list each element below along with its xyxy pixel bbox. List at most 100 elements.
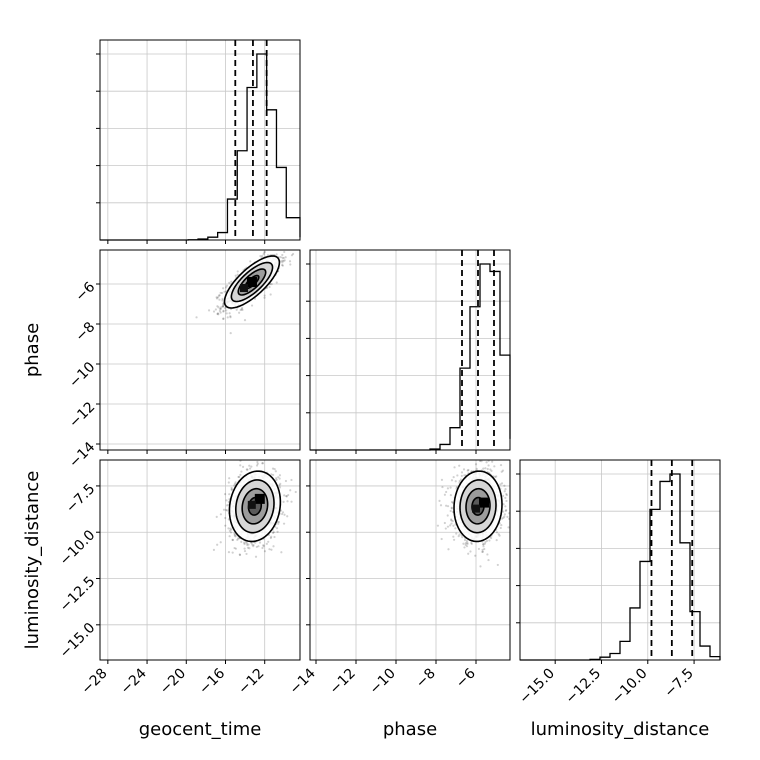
scatter-point — [241, 465, 245, 468]
scatter-point — [450, 507, 453, 510]
scatter-point — [218, 294, 221, 297]
contour-line — [234, 479, 275, 534]
scatter-point — [452, 476, 455, 479]
scatter-point — [470, 542, 473, 545]
scatter-point — [452, 538, 456, 541]
scatter-point — [227, 527, 230, 530]
x-tick-label-phase: −6 — [453, 665, 479, 691]
scatter-point — [225, 284, 229, 287]
scatter-point — [462, 542, 465, 545]
scatter-point — [261, 462, 265, 465]
scatter-point — [451, 501, 454, 504]
scatter-point — [281, 259, 284, 262]
scatter-point — [212, 548, 216, 552]
density-peak — [472, 504, 480, 513]
scatter-point — [219, 541, 222, 544]
scatter-point — [219, 291, 222, 295]
scatter-point — [460, 474, 463, 477]
scatter-point — [236, 270, 239, 273]
scatter-point — [439, 504, 443, 507]
panel-frame — [99, 39, 301, 241]
scatter-point — [446, 525, 450, 528]
scatter-point — [270, 548, 273, 551]
scatter-point — [220, 291, 224, 295]
scatter-point — [277, 476, 280, 479]
scatter-point — [502, 503, 505, 506]
scatter-point — [229, 316, 232, 319]
scatter-point — [441, 485, 444, 489]
scatter-point — [500, 482, 504, 485]
scatter-point — [282, 259, 285, 263]
scatter-point — [229, 332, 232, 335]
scatter-point — [252, 543, 255, 547]
density-peak — [246, 277, 257, 287]
scatter-point — [470, 541, 473, 544]
scatter-point — [464, 542, 467, 545]
scatter-point — [446, 505, 450, 508]
scatter-point — [246, 468, 249, 471]
scatter-point — [275, 281, 278, 284]
scatter-point — [449, 524, 452, 527]
scatter-point — [228, 312, 231, 315]
scatter-point — [279, 255, 282, 259]
scatter-point — [227, 551, 231, 554]
scatter-point — [268, 285, 271, 289]
scatter-point — [221, 305, 224, 308]
scatter-point — [504, 509, 507, 513]
scatter-point — [216, 543, 219, 546]
scatter-point — [500, 524, 503, 527]
scatter-point — [505, 499, 508, 503]
scatter-point — [280, 551, 283, 554]
scatter-point — [275, 478, 278, 481]
x-tick-label-phase: −12 — [327, 666, 359, 698]
scatter-point — [218, 298, 221, 301]
scatter-point — [225, 309, 228, 312]
scatter-point — [240, 308, 243, 311]
scatter-point — [482, 467, 485, 470]
scatter-point — [216, 312, 219, 315]
scatter-point — [229, 315, 232, 318]
scatter-point — [457, 535, 460, 538]
density-peak — [247, 500, 256, 509]
scatter-point — [463, 538, 467, 542]
scatter-point — [222, 304, 225, 308]
contour-line — [230, 261, 274, 303]
scatter-point — [499, 454, 501, 456]
scatter-point — [281, 264, 284, 267]
scatter-point — [497, 533, 500, 536]
scatter-point — [263, 550, 267, 553]
scatter-point — [271, 467, 275, 470]
scatter-point — [217, 313, 220, 316]
panel-frame — [519, 459, 721, 661]
scatter-point — [485, 539, 489, 542]
scatter-point — [265, 542, 268, 545]
scatter-point — [222, 317, 225, 320]
scatter-point — [500, 517, 504, 520]
y-tick-label-luminosity_distance: −10.0 — [57, 527, 99, 569]
panel-frame — [99, 459, 301, 661]
scatter-point — [482, 545, 485, 548]
scatter-point — [245, 468, 248, 471]
x-axis-label-geocent_time: geocent_time — [139, 719, 262, 740]
scatter-point — [513, 499, 515, 501]
scatter-point — [503, 490, 506, 493]
scatter-point — [250, 465, 253, 468]
scatter-point — [251, 543, 254, 546]
scatter-point — [248, 547, 251, 550]
scatter-point — [503, 513, 506, 516]
scatter-point — [500, 470, 503, 473]
contour-line — [237, 268, 267, 296]
scatter-point — [447, 548, 450, 551]
scatter-point — [289, 489, 292, 492]
scatter-point — [258, 541, 262, 544]
scatter-point — [493, 465, 496, 468]
scatter-point — [449, 509, 452, 513]
scatter-point — [274, 470, 277, 473]
x-tick-label-phase: −14 — [287, 665, 319, 697]
scatter-point — [280, 243, 282, 245]
scatter-point — [246, 546, 250, 549]
scatter-point — [502, 494, 505, 497]
scatter-point — [278, 486, 282, 489]
x-tick-label-geocent_time: −20 — [157, 666, 189, 698]
